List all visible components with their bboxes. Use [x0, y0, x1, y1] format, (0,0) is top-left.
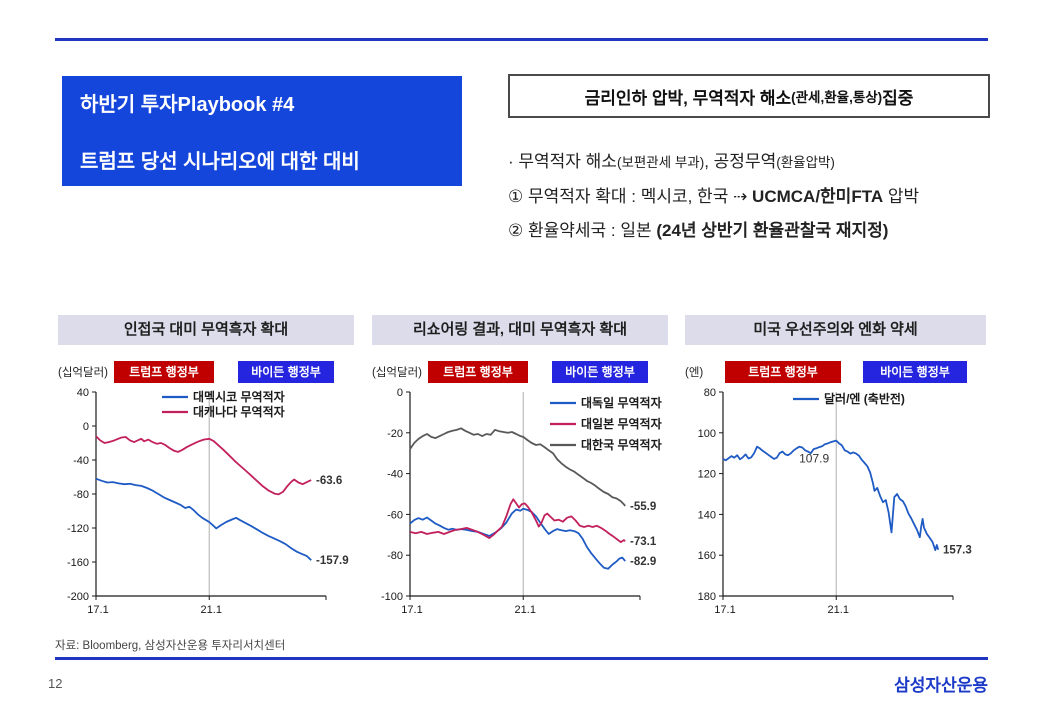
text-segment: UCMCA/한미FTA: [752, 187, 884, 206]
y-tick-label: -80: [73, 489, 89, 501]
source-note: 자료: Bloomberg, 삼성자산운용 투자리서치센터: [55, 640, 286, 652]
text-segment: (관세,환율,통상): [791, 90, 883, 105]
bullet-item: ① 무역적자 확대 : 멕시코, 한국 ⇢ UCMCA/한미FTA 압박: [508, 185, 1018, 208]
bullet-list: · 무역적자 해소(보편관세 부과), 공정무역(환율압박) ① 무역적자 확대 …: [508, 150, 1018, 253]
text-segment: 집중: [882, 88, 914, 108]
text-segment: · 무역적자 해소: [508, 152, 617, 171]
legend-label: 대한국 무역적자: [581, 437, 662, 452]
trump-admin-badge: 트럼프 행정부: [428, 361, 528, 383]
y-tick-label: 0: [397, 387, 403, 399]
title-line2: 트럼프 당선 시나리오에 대한 대비: [80, 151, 360, 173]
x-tick-label: 17.1: [401, 604, 422, 616]
y-tick-label: 120: [698, 469, 716, 481]
x-tick-label: 21.1: [201, 604, 222, 616]
y-tick-label: -100: [381, 591, 403, 603]
series-line: [409, 507, 626, 570]
bullet-item: ② 환율약세국 : 일본 (24년 상반기 환율관찰국 재지정): [508, 219, 1018, 242]
title-box: 하반기 투자Playbook #4 트럼프 당선 시나리오에 대한 대비: [62, 76, 462, 186]
legend-label: 대멕시코 무역적자: [193, 389, 285, 404]
text-segment: 금리인하 압박, 무역적자 해소: [584, 88, 792, 108]
text-segment: (환율압박): [776, 155, 835, 170]
chart-title: 미국 우선주의와 엔화 약세: [685, 315, 986, 345]
y-tick-label: 160: [698, 550, 716, 562]
series-end-value: -63.6: [316, 475, 342, 487]
page-number: 12: [48, 676, 63, 691]
y-tick-label: 0: [83, 421, 89, 433]
text-segment: 압박: [883, 187, 920, 206]
y-tick-label: 80: [704, 387, 716, 399]
line-chart-us-trade-deficit-neighbors: 40 0 -40 -80 -120 -160 -200 17.1 21.1 -157.9 -63.6…: [58, 385, 360, 635]
legend-label: 대독일 무역적자: [581, 395, 662, 410]
chart-panel-neighbors: 인접국 대미 무역흑자 확대 (십억달러) 트럼프 행정부 바이든 행정부 40…: [58, 315, 354, 640]
y-tick-label: -200: [67, 591, 89, 603]
y-tick-label: -40: [73, 455, 89, 467]
chart-panel-yen: 미국 우선주의와 엔화 약세 (엔) 트럼프 행정부 바이든 행정부 80 100…: [685, 315, 986, 640]
bullet-item: · 무역적자 해소(보편관세 부과), 공정무역(환율압박): [508, 150, 1018, 174]
y-tick-label: -40: [387, 469, 403, 481]
series-line: [409, 427, 626, 507]
title-line1: 하반기 투자Playbook #4: [80, 94, 295, 116]
axes: [95, 392, 326, 597]
axis-unit-label: (십억달러): [58, 367, 108, 379]
series-line: [722, 439, 940, 552]
biden-admin-badge: 바이든 행정부: [238, 361, 334, 383]
y-tick-label: -120: [67, 523, 89, 535]
trump-admin-badge: 트럼프 행정부: [114, 361, 214, 383]
text-segment: , 공정무역: [704, 152, 777, 171]
series-line: [95, 477, 312, 561]
chart-panel-reshoring: 리쇼어링 결과, 대미 무역흑자 확대 (십억달러) 트럼프 행정부 바이든 행…: [372, 315, 668, 640]
chart-title: 리쇼어링 결과, 대미 무역흑자 확대: [372, 315, 668, 345]
series-line: [409, 498, 626, 544]
y-tick-label: -20: [387, 428, 403, 440]
series-end-value: -157.9: [316, 555, 349, 567]
series-line: [95, 435, 312, 496]
x-tick-label: 17.1: [87, 604, 108, 616]
text-segment: ② 환율약세국 : 일본: [508, 221, 657, 240]
value-annotation: 107.9: [799, 451, 829, 465]
x-tick-label: 17.1: [714, 604, 735, 616]
key-message-box: 금리인하 압박, 무역적자 해소 (관세,환율,통상) 집중: [508, 74, 990, 118]
legend-label: 대캐나다 무역적자: [193, 404, 285, 419]
bottom-divider: [55, 657, 988, 660]
y-tick-label: 140: [698, 509, 716, 521]
axis-unit-label: (엔): [685, 367, 704, 379]
legend-label: 대일본 무역적자: [581, 416, 662, 431]
line-chart-usd-jpy: 80 100 120 140 160 180 17.1 21.1 157.3 달러/엔 (축반전)…: [685, 385, 987, 635]
text-segment: (보편관세 부과): [616, 155, 705, 170]
series-end-value: -55.9: [630, 501, 656, 513]
series-end-value: -73.1: [630, 536, 657, 548]
x-tick-label: 21.1: [515, 604, 536, 616]
line-chart-us-trade-deficit-asia: 0 -20 -40 -60 -80 -100 17.1 21.1 -82.9 -73.1 -55.9…: [372, 385, 674, 635]
top-divider: [55, 38, 988, 41]
axis-unit-label: (십억달러): [372, 367, 422, 379]
series-end-value: 157.3: [943, 545, 972, 557]
y-tick-label: -160: [67, 557, 89, 569]
x-tick-label: 21.1: [828, 604, 849, 616]
series-end-value: -82.9: [630, 556, 656, 568]
company-logo: 삼성자산운용: [894, 676, 988, 695]
biden-admin-badge: 바이든 행정부: [863, 361, 967, 383]
y-tick-label: 100: [698, 428, 716, 440]
y-tick-label: -80: [387, 550, 403, 562]
legend-label: 달러/엔 (축반전): [824, 391, 905, 406]
y-tick-label: 40: [77, 387, 89, 399]
text-segment: (24년 상반기 환율관찰국 재지정): [656, 221, 889, 240]
y-tick-label: 180: [698, 591, 716, 603]
biden-admin-badge: 바이든 행정부: [552, 361, 648, 383]
chart-title: 인접국 대미 무역흑자 확대: [58, 315, 354, 345]
text-segment: ① 무역적자 확대 : 멕시코, 한국 ⇢: [508, 187, 753, 206]
trump-admin-badge: 트럼프 행정부: [725, 361, 841, 383]
axes: [722, 392, 953, 597]
y-tick-label: -60: [387, 509, 403, 521]
